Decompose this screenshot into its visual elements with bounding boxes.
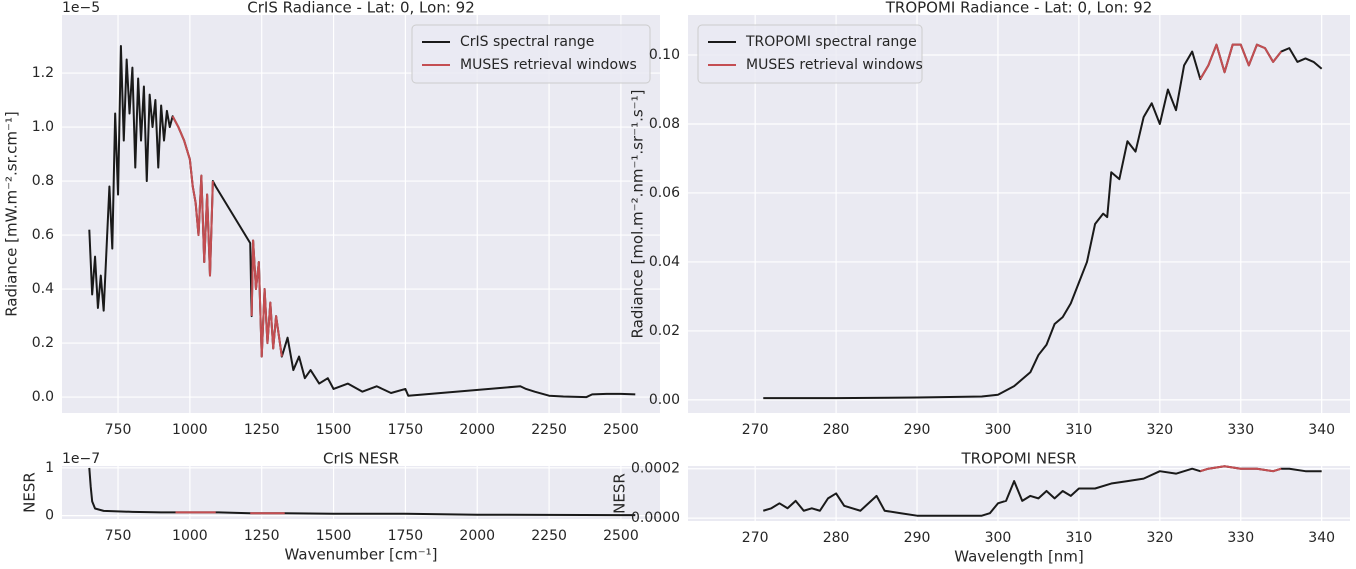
- y-tick-label: 0.4: [32, 281, 54, 297]
- x-tick-label: 340: [1308, 530, 1335, 546]
- x-tick-label: 270: [742, 422, 769, 438]
- x-tick-label: 750: [105, 528, 132, 544]
- x-tick-label: 2250: [531, 528, 567, 544]
- y-axis-label: Radiance [mol.m⁻².nm⁻¹.sr⁻¹.s⁻¹]: [629, 90, 647, 339]
- y-axis-label: NESR: [611, 473, 629, 514]
- plot-area: [62, 466, 660, 519]
- x-tick-label: 280: [823, 422, 850, 438]
- legend-label: CrIS spectral range: [460, 34, 594, 50]
- x-tick-label: 1500: [316, 422, 352, 438]
- y-tick-label: 0: [45, 508, 54, 524]
- y-tick-label: 1.0: [32, 119, 54, 135]
- y-axis-label: NESR: [21, 472, 39, 513]
- chart-title: CrIS NESR: [323, 450, 399, 468]
- axis-offset-text: 1e−5: [62, 0, 100, 16]
- x-tick-label: 300: [985, 530, 1012, 546]
- series-line: [1199, 465, 1282, 473]
- x-tick-label: 1250: [244, 422, 280, 438]
- legend: CrIS spectral range MUSES retrieval windo…: [411, 24, 651, 84]
- legend-label: TROPOMI spectral range: [745, 34, 917, 50]
- y-tick-label: 0.0: [32, 389, 54, 405]
- x-tick-label: 1750: [388, 528, 424, 544]
- y-tick-label: 0.2: [32, 335, 54, 351]
- y-tick-label: 1: [45, 460, 54, 476]
- legend: TROPOMI spectral range MUSES retrieval wi…: [697, 24, 923, 84]
- legend-label: MUSES retrieval windows: [460, 57, 637, 73]
- x-tick-label: 1750: [388, 422, 424, 438]
- series-line: [1199, 43, 1282, 80]
- x-tick-label: 290: [904, 530, 931, 546]
- chart-title: TROPOMI NESR: [960, 450, 1076, 468]
- x-tick-label: 320: [1146, 530, 1173, 546]
- y-tick-label: 0.0002: [631, 461, 680, 477]
- y-tick-label: 0.10: [649, 47, 680, 63]
- x-tick-label: 2500: [603, 422, 639, 438]
- y-tick-label: 0.0000: [631, 510, 680, 526]
- x-tick-label: 1500: [316, 528, 352, 544]
- y-tick-label: 0.04: [649, 254, 680, 270]
- x-tick-label: 330: [1227, 530, 1254, 546]
- y-tick-label: 1.2: [32, 65, 54, 81]
- subplot: 750 1000 1250 1500 1750 2000 2250 2500 0.0 0.2 0.4…: [3, 0, 660, 438]
- subplot: 270 280 290 300 310 320 330 340 0.0000 0.0002 TROP…: [611, 450, 1350, 566]
- x-tick-label: 2000: [459, 528, 495, 544]
- y-tick-label: 0.08: [649, 116, 680, 132]
- x-tick-label: 300: [985, 422, 1012, 438]
- legend-box: [697, 24, 923, 84]
- x-tick-label: 270: [742, 530, 769, 546]
- series-line: [171, 115, 283, 358]
- chart-title: CrIS Radiance - Lat: 0, Lon: 92: [247, 0, 474, 17]
- x-tick-label: 320: [1146, 422, 1173, 438]
- x-tick-label: 310: [1066, 530, 1093, 546]
- legend-label: MUSES retrieval windows: [746, 57, 923, 73]
- subplot: 750 1000 1250 1500 1750 2000 2250 2500 0 1 CrIS NE…: [21, 450, 660, 564]
- x-tick-label: 280: [823, 530, 850, 546]
- x-tick-label: 1000: [172, 422, 208, 438]
- series-line: [175, 511, 285, 515]
- y-tick-label: 0.8: [32, 173, 54, 189]
- legend-box: [411, 24, 651, 84]
- x-tick-label: 1000: [172, 528, 208, 544]
- x-tick-label: 2000: [459, 422, 495, 438]
- subplot: 270 280 290 300 310 320 330 340 0.00 0.02 0.04 0.06…: [629, 0, 1350, 438]
- x-tick-label: 290: [904, 422, 931, 438]
- x-tick-label: 310: [1066, 422, 1093, 438]
- x-tick-label: 340: [1308, 422, 1335, 438]
- chart-title: TROPOMI Radiance - Lat: 0, Lon: 92: [885, 0, 1153, 17]
- y-tick-label: 0.02: [649, 323, 680, 339]
- x-axis-label: Wavenumber [cm⁻¹]: [285, 546, 438, 564]
- y-axis-label: Radiance [mW.m⁻².sr.cm⁻¹]: [3, 111, 21, 317]
- y-tick-label: 0.6: [32, 227, 54, 243]
- x-tick-label: 2500: [603, 528, 639, 544]
- x-tick-label: 750: [105, 422, 132, 438]
- y-tick-label: 0.00: [649, 392, 680, 408]
- x-tick-label: 2250: [531, 422, 567, 438]
- x-tick-label: 330: [1227, 422, 1254, 438]
- axis-offset-text: 1e−7: [62, 451, 100, 467]
- y-tick-label: 0.06: [649, 185, 680, 201]
- x-tick-label: 1250: [244, 528, 280, 544]
- x-axis-label: Wavelength [nm]: [954, 548, 1084, 566]
